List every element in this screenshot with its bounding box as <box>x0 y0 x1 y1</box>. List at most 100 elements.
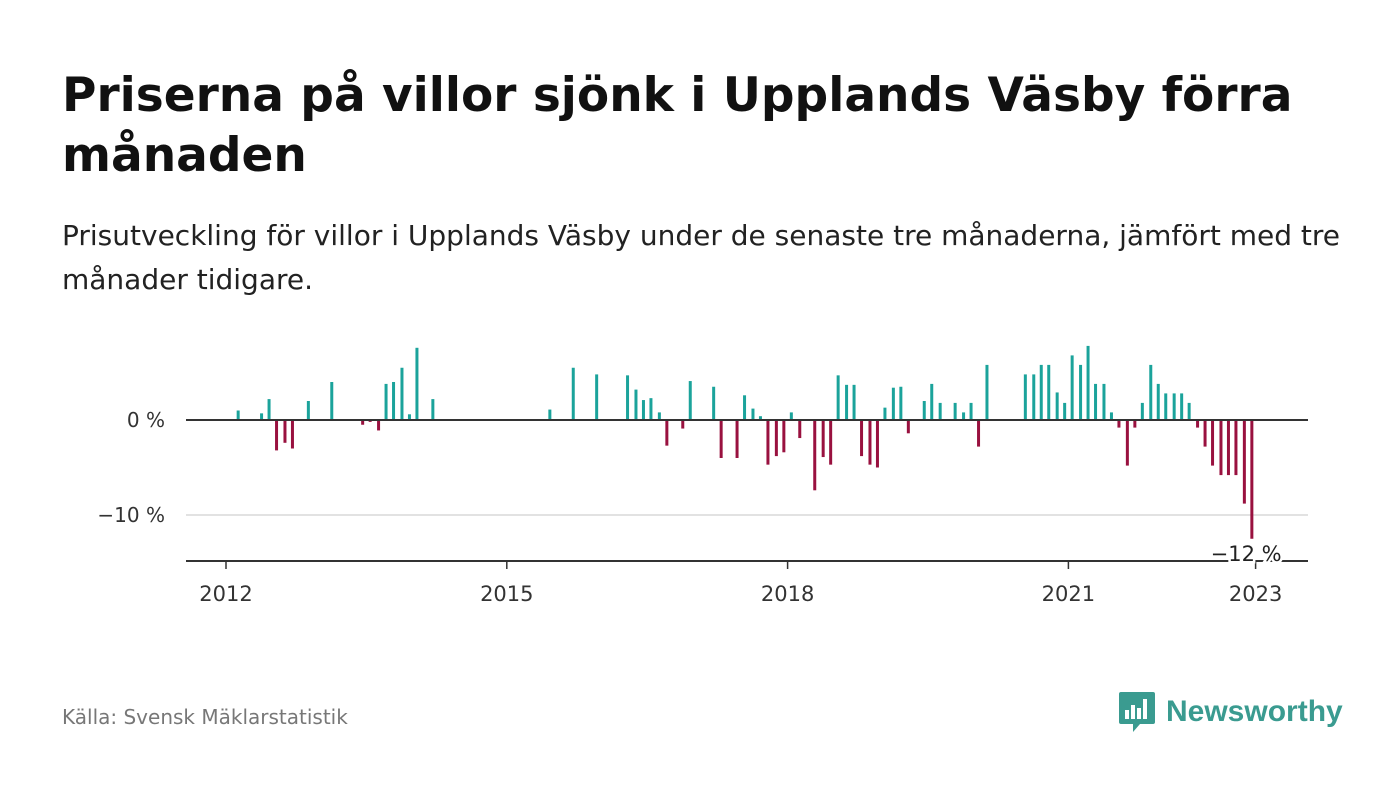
bar <box>1203 420 1207 447</box>
bar <box>236 410 240 420</box>
brand-name: Newsworthy <box>1166 695 1343 728</box>
bar <box>1234 420 1238 476</box>
y-tick-label: 0 % <box>127 408 165 432</box>
bar <box>290 420 294 449</box>
bar <box>860 420 864 457</box>
bar <box>1172 393 1176 420</box>
y-tick-label: −10 % <box>97 503 165 527</box>
bar <box>665 420 669 446</box>
bar <box>1125 420 1129 466</box>
bar <box>1070 355 1074 420</box>
bar <box>1047 364 1051 420</box>
axis-layer <box>186 419 1308 569</box>
brand-logo[interactable]: Newsworthy <box>1118 690 1343 734</box>
bar <box>829 420 833 465</box>
x-tick-label: 2018 <box>761 582 814 606</box>
bar <box>735 420 739 458</box>
bar <box>392 382 396 420</box>
bar <box>548 409 552 420</box>
bar <box>953 402 957 420</box>
bar <box>712 386 716 420</box>
bar <box>1226 420 1230 476</box>
x-tick-label: 2012 <box>199 582 252 606</box>
bar <box>743 395 747 420</box>
bar <box>985 364 989 420</box>
bar <box>415 347 419 420</box>
bar <box>875 420 879 468</box>
bar <box>899 386 903 420</box>
bar <box>1156 383 1160 420</box>
bar <box>330 382 334 420</box>
page-title: Priserna på villor sjönk i Upplands Väsb… <box>62 68 1293 183</box>
chart-subtitle: Prisutveckling för villor i Upplands Väs… <box>62 219 1341 296</box>
bar <box>1086 345 1090 420</box>
bar <box>1211 420 1215 466</box>
bar <box>1242 420 1246 504</box>
source-note: Källa: Svensk Mäklarstatistik <box>62 705 348 729</box>
bar <box>1032 374 1036 420</box>
bar <box>821 420 825 458</box>
bar-layer <box>236 345 1254 539</box>
bar <box>407 414 411 420</box>
bar-chart-speech-bubble-icon <box>1119 692 1155 732</box>
bar <box>774 420 778 457</box>
bar <box>1180 393 1184 420</box>
x-tick-label: 2021 <box>1042 582 1095 606</box>
bar <box>1102 383 1106 420</box>
bar <box>1187 402 1191 420</box>
bar <box>1140 402 1144 420</box>
bar <box>930 383 934 420</box>
bar <box>962 412 966 420</box>
bar <box>431 399 435 420</box>
bar <box>836 375 840 420</box>
bar <box>1133 420 1137 428</box>
bar <box>1055 392 1059 420</box>
bar <box>852 384 856 420</box>
bar <box>969 402 973 420</box>
bar <box>845 384 849 420</box>
label-layer: 0 % −10 % 2012 2015 2018 2021 2023 −12 % <box>97 408 1284 606</box>
bar <box>1250 420 1254 539</box>
bar <box>758 416 762 420</box>
bar <box>400 367 404 420</box>
bar <box>306 401 310 420</box>
price-change-bar-chart: 0 % −10 % 2012 2015 2018 2021 2023 −12 % <box>97 345 1308 606</box>
bar <box>626 375 630 420</box>
bar <box>938 402 942 420</box>
bar <box>595 374 599 420</box>
bar <box>275 420 279 451</box>
bar <box>1219 420 1223 476</box>
bar <box>906 420 910 434</box>
bar <box>1164 393 1168 420</box>
latest-value-label: −12 % <box>1211 542 1282 566</box>
bar <box>789 412 793 420</box>
bar <box>891 387 895 420</box>
bar <box>1117 420 1121 428</box>
bar <box>377 420 381 431</box>
bar <box>1109 412 1113 420</box>
bar <box>1023 374 1027 420</box>
bar <box>719 420 723 458</box>
bar <box>260 413 264 420</box>
bar <box>657 412 661 420</box>
bar <box>571 367 575 420</box>
bar <box>641 400 645 420</box>
bar <box>883 407 887 420</box>
bar <box>782 420 786 453</box>
bar <box>751 408 755 420</box>
bar <box>1079 364 1083 420</box>
bar <box>1063 402 1067 420</box>
bar <box>1196 420 1200 428</box>
bar <box>798 420 802 439</box>
bar <box>634 389 638 420</box>
bar <box>688 381 692 420</box>
bar <box>267 399 271 420</box>
bar <box>766 420 770 465</box>
bar <box>1149 364 1153 420</box>
bar <box>283 420 287 443</box>
x-tick-label: 2023 <box>1229 582 1282 606</box>
bar <box>384 383 388 420</box>
bar <box>977 420 981 447</box>
x-tick-label: 2015 <box>480 582 533 606</box>
bar <box>813 420 817 491</box>
